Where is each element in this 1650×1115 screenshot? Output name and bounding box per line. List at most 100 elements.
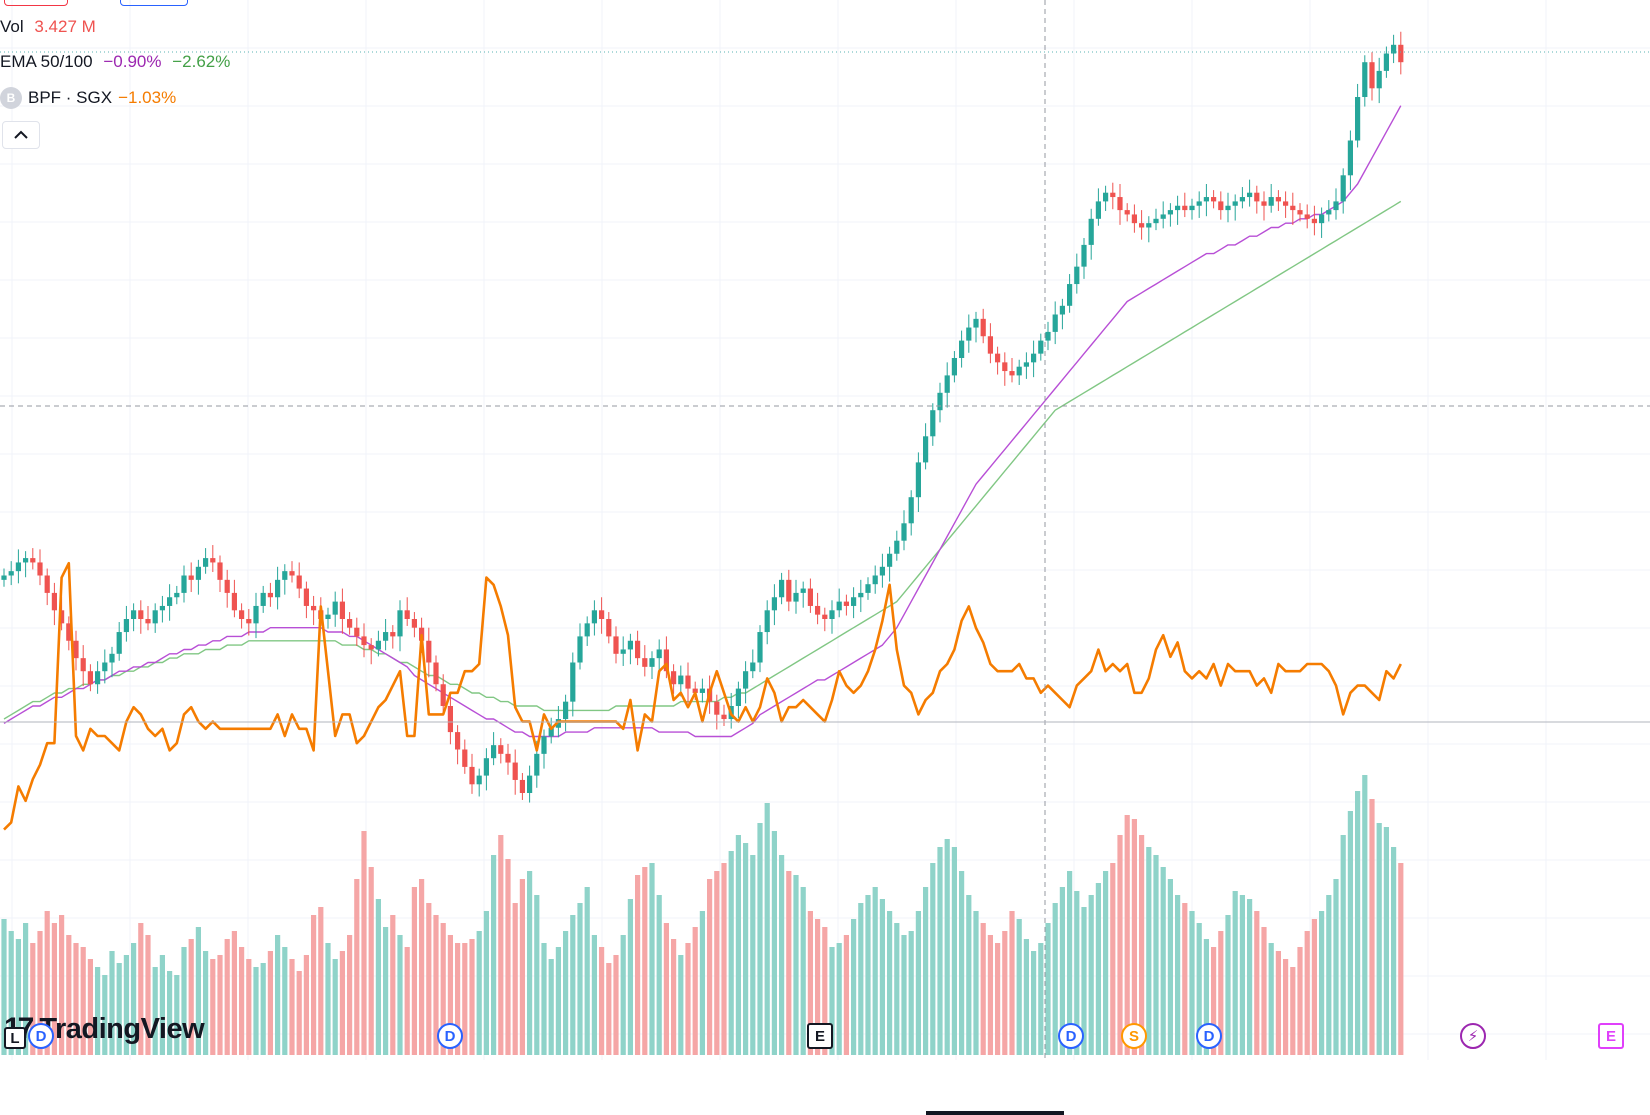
candle-body xyxy=(1002,362,1008,372)
candle-body xyxy=(433,662,439,685)
candle-body xyxy=(1088,218,1094,245)
candle-body xyxy=(613,636,619,654)
volume-bar xyxy=(311,915,317,1055)
volume-bar xyxy=(145,935,151,1055)
volume-bar xyxy=(649,863,655,1055)
volume-bar xyxy=(692,927,698,1055)
volume-bar xyxy=(123,955,129,1055)
candle-body xyxy=(1297,210,1303,215)
volume-bar xyxy=(239,947,245,1055)
volume-bar xyxy=(1225,915,1231,1055)
volume-bar xyxy=(339,951,345,1055)
volume-bar xyxy=(930,863,936,1055)
legend-volume[interactable]: Vol 3.427 M xyxy=(0,17,102,37)
volume-bar xyxy=(995,943,1001,1055)
split-marker[interactable]: S xyxy=(1121,1023,1147,1049)
volume-bar xyxy=(447,935,453,1055)
candle-body xyxy=(145,619,151,624)
candle-body xyxy=(527,775,533,793)
candle-body xyxy=(73,640,79,659)
volume-bar xyxy=(289,959,295,1055)
volume-bar xyxy=(793,875,799,1055)
candle-body xyxy=(541,736,547,754)
candle-body xyxy=(1009,371,1015,376)
candle-body xyxy=(246,619,252,624)
candle-body xyxy=(404,610,410,619)
volume-bar xyxy=(491,855,497,1055)
candle-body xyxy=(1268,197,1274,206)
volume-bar xyxy=(671,939,677,1055)
candle-body xyxy=(894,540,900,554)
legend-compare[interactable]: B BPF · SGX −1.03% xyxy=(0,87,182,109)
candle-body xyxy=(1016,366,1022,376)
candle-body xyxy=(1182,205,1188,211)
candle-body xyxy=(1059,305,1065,315)
dividend-marker[interactable]: D xyxy=(28,1023,54,1049)
candle-body xyxy=(231,592,237,611)
top-tab-indicator-red[interactable] xyxy=(4,0,68,6)
volume-bar xyxy=(1153,855,1159,1055)
candle-body xyxy=(195,566,201,580)
candle-body xyxy=(714,701,720,715)
volume-bar xyxy=(570,915,576,1055)
top-tab-indicator-blue[interactable] xyxy=(120,0,188,6)
candle-body xyxy=(656,649,662,659)
candle-body xyxy=(275,579,281,598)
dividend-marker[interactable]: D xyxy=(1058,1023,1084,1049)
upcoming-earnings-marker[interactable]: E xyxy=(1598,1023,1624,1049)
flash-icon[interactable]: ⚡ xyxy=(1460,1023,1486,1049)
volume-bar xyxy=(1232,891,1238,1055)
volume-bar xyxy=(80,947,86,1055)
volume-bar xyxy=(1110,863,1116,1055)
candle-body xyxy=(15,562,21,572)
candle-body xyxy=(786,579,792,602)
candle-body xyxy=(361,636,367,646)
candle-body xyxy=(1232,201,1238,206)
volume-bar xyxy=(181,947,187,1055)
dividend-marker[interactable]: D xyxy=(437,1023,463,1049)
candle-body xyxy=(411,619,417,628)
volume-bar xyxy=(663,923,669,1055)
volume-bar xyxy=(23,923,29,1055)
volume-bar xyxy=(1383,827,1389,1055)
candle-body xyxy=(1175,205,1181,211)
volume-bar xyxy=(498,835,504,1055)
chevron-up-icon xyxy=(14,130,28,139)
candle-body xyxy=(1146,223,1152,228)
volume-bar xyxy=(836,943,842,1055)
candle-body xyxy=(1283,201,1289,206)
legend-collapse-button[interactable] xyxy=(2,121,40,149)
volume-bar xyxy=(267,951,273,1055)
volume-bar xyxy=(1211,947,1217,1055)
volume-bar xyxy=(591,935,597,1055)
candle-body xyxy=(311,605,317,611)
volume-bar xyxy=(858,903,864,1055)
crosshair xyxy=(0,0,1650,1060)
candle-body xyxy=(1311,218,1317,224)
volume-bar xyxy=(303,955,309,1055)
time-scroll-handle[interactable] xyxy=(926,1111,1064,1115)
earnings-marker[interactable]: L xyxy=(4,1027,26,1049)
legend-ema-label: EMA 50/100 xyxy=(0,52,93,71)
candle-body xyxy=(1261,201,1267,206)
volume-bar xyxy=(1311,919,1317,1055)
volume-bar xyxy=(1369,799,1375,1055)
candle-body xyxy=(671,671,677,685)
candle-body xyxy=(563,701,569,720)
earnings-marker[interactable]: E xyxy=(807,1023,833,1049)
volume-bar xyxy=(656,895,662,1055)
volume-bar xyxy=(829,947,835,1055)
volume-bar xyxy=(771,831,777,1055)
volume-bar xyxy=(37,931,43,1055)
volume-bar xyxy=(87,959,93,1055)
dividend-marker[interactable]: D xyxy=(1196,1023,1222,1049)
volume-bar xyxy=(1167,879,1173,1055)
volume-bar xyxy=(872,887,878,1055)
legend-ema[interactable]: EMA 50/100 −0.90% −2.62% xyxy=(0,52,236,72)
volume-bar xyxy=(325,943,331,1055)
volume-bar xyxy=(973,911,979,1055)
candle-body xyxy=(1081,244,1087,267)
candle-body xyxy=(447,706,453,733)
legend-ema-fast-value: −0.90% xyxy=(103,52,162,71)
